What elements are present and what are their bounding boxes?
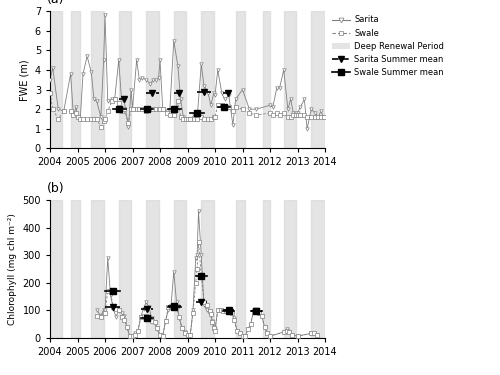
Bar xyxy=(201,200,213,338)
Bar xyxy=(284,200,296,338)
Legend: Sarita, Swale, Deep Renewal Period, Sarita Summer mean, Swale Summer mean: Sarita, Swale, Deep Renewal Period, Sari… xyxy=(332,15,444,77)
Bar xyxy=(91,200,104,338)
Text: (b): (b) xyxy=(47,182,65,195)
Bar xyxy=(91,11,104,148)
Bar xyxy=(50,200,62,338)
Bar xyxy=(174,200,186,338)
Text: (a): (a) xyxy=(47,0,65,6)
Bar xyxy=(311,11,325,148)
Bar xyxy=(119,11,131,148)
Bar xyxy=(119,200,131,338)
Bar xyxy=(284,11,296,148)
Y-axis label: FWE (m): FWE (m) xyxy=(19,59,29,100)
Bar xyxy=(70,11,80,148)
Bar xyxy=(236,200,245,338)
Bar xyxy=(263,11,270,148)
Y-axis label: Chlorophyll (mg chl m⁻²): Chlorophyll (mg chl m⁻²) xyxy=(8,213,17,325)
Bar xyxy=(146,200,158,338)
Bar xyxy=(146,11,158,148)
Bar xyxy=(50,11,62,148)
Bar xyxy=(263,200,270,338)
Bar xyxy=(201,11,213,148)
Bar xyxy=(70,200,80,338)
Bar xyxy=(236,11,245,148)
Bar xyxy=(174,11,186,148)
Bar xyxy=(311,200,325,338)
